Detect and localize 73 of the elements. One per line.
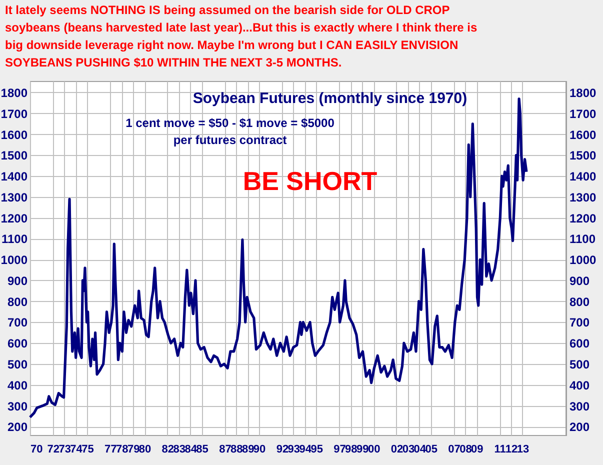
x-tick-label: 79 bbox=[127, 444, 140, 456]
y2-tick-label: 800 bbox=[570, 294, 590, 309]
y-tick-label: 1000 bbox=[0, 253, 28, 268]
x-tick-label: 11 bbox=[494, 444, 506, 456]
y-tick-label: 300 bbox=[7, 399, 28, 414]
text: 1 cent move = $50 - $1 move = $5000 per futures contract bbox=[126, 116, 335, 147]
y-tick-label: 1600 bbox=[0, 128, 28, 142]
y-tick-label: 1500 bbox=[0, 148, 28, 163]
x-tick-label: 95 bbox=[310, 444, 323, 456]
x-tick-label: 93 bbox=[288, 444, 300, 456]
y-tick-label: 1400 bbox=[0, 170, 28, 184]
x-tick-label: 73 bbox=[58, 444, 71, 456]
x-tick-label: 09 bbox=[471, 444, 484, 456]
x-tick-label: 02 bbox=[390, 444, 404, 456]
y2-tick-label: 700 bbox=[570, 316, 590, 330]
x-tick-label: 75 bbox=[82, 444, 94, 456]
y-tick-label: 1200 bbox=[0, 211, 28, 226]
x-tick-label: 05 bbox=[425, 444, 438, 456]
x-tick-label: 00 bbox=[368, 444, 380, 456]
x-tick-label: 99 bbox=[356, 444, 369, 456]
x-tick-label: 07 bbox=[448, 444, 460, 456]
y-tick-label: 700 bbox=[7, 316, 28, 330]
text: It lately seems NOTHING IS being assumed on the bearish side for OLD CROP soybeans (beans harvested late last year)...But this is exactly where I think there is big downside leverage right now. Maybe I'm wrong but I CAN EASILY ENVISION SOYBEANS PUSHING $10 WITHIN THE NEXT 3-5 MONTHS. bbox=[5, 3, 478, 70]
x-tick-label: 04 bbox=[414, 444, 427, 456]
y-tick-label: 1700 bbox=[0, 106, 28, 121]
x-tick-label: 85 bbox=[196, 444, 208, 456]
y2-tick-label: 1700 bbox=[570, 106, 597, 121]
y-tick-label: 900 bbox=[7, 274, 28, 288]
y-tick-label: 1300 bbox=[0, 190, 28, 204]
y-tick-label: 800 bbox=[7, 294, 28, 309]
y2-tick-label: 1500 bbox=[570, 148, 597, 163]
y2-tick-label: 300 bbox=[570, 399, 590, 414]
x-tick-label: 89 bbox=[242, 444, 254, 456]
y2-tick-label: 400 bbox=[570, 378, 590, 392]
y-tick-label: 200 bbox=[7, 420, 28, 434]
x-tick-label: 83 bbox=[173, 444, 186, 456]
x-tick-label: 87 bbox=[219, 444, 232, 456]
x-tick-label: 13 bbox=[516, 444, 530, 456]
text: Soybean Futures (monthly since 1970) bbox=[192, 90, 468, 107]
y-tick-label: 400 bbox=[7, 378, 28, 392]
annotation: BE SHORT bbox=[242, 166, 378, 196]
y2-tick-label: 600 bbox=[570, 336, 590, 351]
y2-tick-label: 1100 bbox=[570, 232, 596, 246]
x-tick-label: 78 bbox=[116, 444, 128, 456]
x-tick-label: 80 bbox=[138, 444, 152, 456]
y2-tick-label: 1600 bbox=[570, 128, 597, 142]
y2-tick-label: 1400 bbox=[570, 170, 597, 184]
x-tick-label: 94 bbox=[299, 444, 312, 456]
y2-tick-label: 1200 bbox=[570, 211, 597, 226]
y2-tick-label: 1300 bbox=[570, 190, 597, 204]
y-tick-label: 600 bbox=[7, 336, 28, 351]
y2-tick-label: 1800 bbox=[570, 86, 597, 100]
y-tick-label: 500 bbox=[7, 357, 28, 372]
x-tick-label: 84 bbox=[184, 444, 198, 456]
y-tick-label: 1100 bbox=[1, 232, 28, 246]
y2-tick-label: 1000 bbox=[570, 253, 597, 268]
x-tick-label: 92 bbox=[276, 444, 289, 456]
x-tick-label: 97 bbox=[334, 444, 346, 456]
y2-tick-label: 900 bbox=[570, 274, 590, 288]
x-tick-label: 08 bbox=[460, 444, 472, 456]
x-tick-label: 03 bbox=[402, 444, 415, 456]
x-tick-label: 70 bbox=[30, 444, 43, 456]
y2-tick-label: 200 bbox=[570, 420, 590, 434]
x-tick-label: 74 bbox=[70, 444, 84, 456]
x-tick-label: 98 bbox=[345, 444, 358, 456]
x-tick-label: 90 bbox=[253, 444, 266, 456]
x-tick-label: 12 bbox=[505, 444, 518, 456]
y-tick-label: 1800 bbox=[0, 86, 28, 100]
x-tick-label: 77 bbox=[104, 444, 117, 456]
y2-tick-label: 500 bbox=[570, 357, 590, 372]
x-tick-label: 72 bbox=[47, 444, 60, 456]
x-tick-label: 88 bbox=[230, 444, 243, 456]
x-tick-label: 82 bbox=[162, 444, 174, 456]
